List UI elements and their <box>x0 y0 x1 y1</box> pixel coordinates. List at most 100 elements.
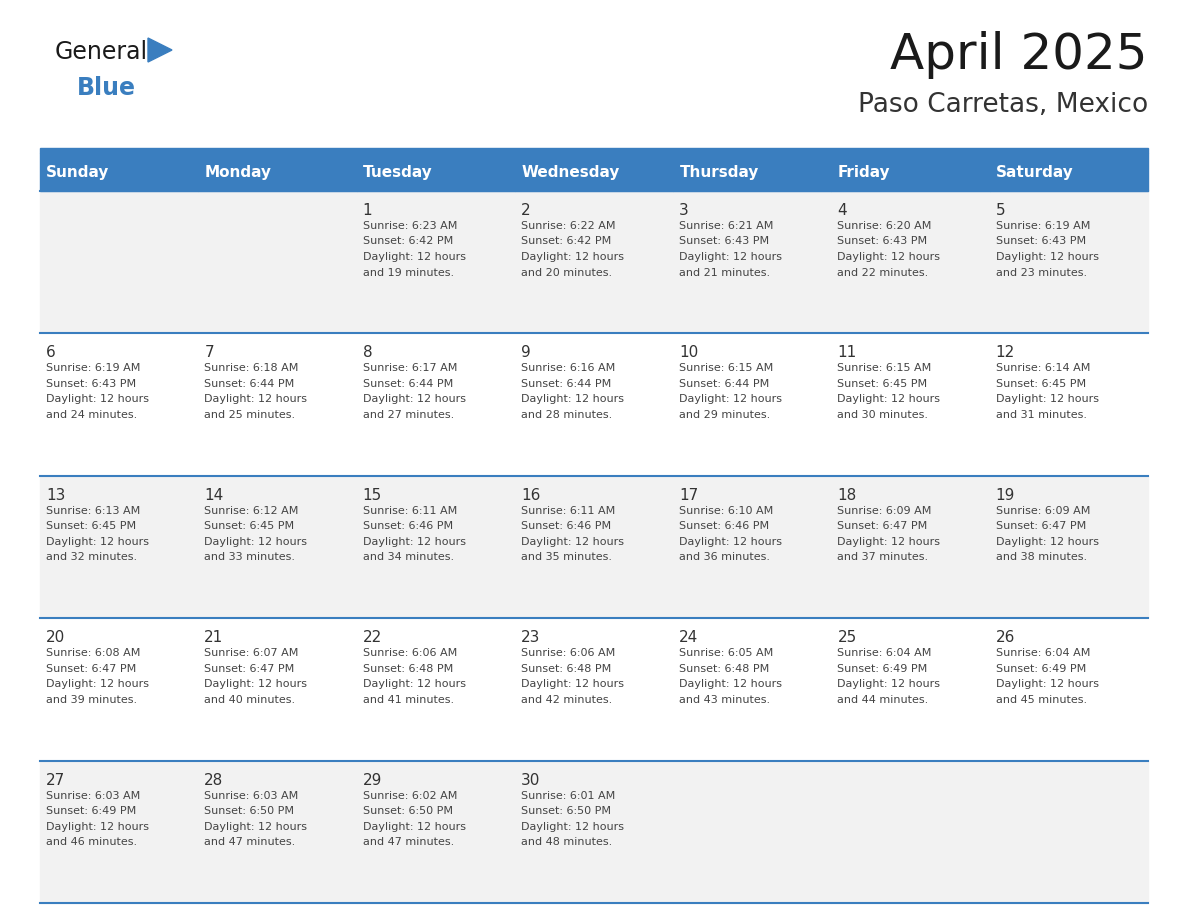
Text: Daylight: 12 hours: Daylight: 12 hours <box>520 822 624 832</box>
Text: Sunset: 6:47 PM: Sunset: 6:47 PM <box>838 521 928 532</box>
Bar <box>990 153 1148 191</box>
Bar <box>40 476 198 618</box>
Text: Daylight: 12 hours: Daylight: 12 hours <box>204 537 308 547</box>
Bar <box>356 476 514 618</box>
Text: and 37 minutes.: and 37 minutes. <box>838 553 929 563</box>
Text: Sunset: 6:49 PM: Sunset: 6:49 PM <box>996 664 1086 674</box>
Text: Sunrise: 6:13 AM: Sunrise: 6:13 AM <box>46 506 140 516</box>
Text: Sunrise: 6:18 AM: Sunrise: 6:18 AM <box>204 364 298 374</box>
Text: 28: 28 <box>204 773 223 788</box>
Text: 8: 8 <box>362 345 372 361</box>
Text: Daylight: 12 hours: Daylight: 12 hours <box>46 537 148 547</box>
Bar <box>832 333 990 476</box>
Text: and 47 minutes.: and 47 minutes. <box>362 837 454 847</box>
Text: Sunrise: 6:03 AM: Sunrise: 6:03 AM <box>204 790 298 800</box>
Text: Blue: Blue <box>77 76 135 100</box>
Text: Sunrise: 6:23 AM: Sunrise: 6:23 AM <box>362 221 457 231</box>
Text: Daylight: 12 hours: Daylight: 12 hours <box>46 679 148 689</box>
Text: Friday: Friday <box>838 164 890 180</box>
Text: Sunrise: 6:15 AM: Sunrise: 6:15 AM <box>838 364 931 374</box>
Text: Sunset: 6:43 PM: Sunset: 6:43 PM <box>996 237 1086 247</box>
Text: and 30 minutes.: and 30 minutes. <box>838 410 929 420</box>
Text: Daylight: 12 hours: Daylight: 12 hours <box>362 537 466 547</box>
Text: Sunset: 6:50 PM: Sunset: 6:50 PM <box>520 806 611 816</box>
Bar <box>356 761 514 903</box>
Bar <box>514 153 674 191</box>
Bar <box>514 618 674 761</box>
Text: Sunrise: 6:07 AM: Sunrise: 6:07 AM <box>204 648 298 658</box>
Text: Sunset: 6:47 PM: Sunset: 6:47 PM <box>204 664 295 674</box>
Text: 10: 10 <box>680 345 699 361</box>
Text: Sunset: 6:47 PM: Sunset: 6:47 PM <box>46 664 137 674</box>
Text: Sunrise: 6:21 AM: Sunrise: 6:21 AM <box>680 221 773 231</box>
Text: Daylight: 12 hours: Daylight: 12 hours <box>362 679 466 689</box>
Text: Sunrise: 6:01 AM: Sunrise: 6:01 AM <box>520 790 615 800</box>
Text: Monday: Monday <box>204 164 272 180</box>
Text: Daylight: 12 hours: Daylight: 12 hours <box>838 537 941 547</box>
Bar <box>40 333 198 476</box>
Text: April 2025: April 2025 <box>891 31 1148 79</box>
Bar <box>674 191 832 333</box>
Text: Sunset: 6:47 PM: Sunset: 6:47 PM <box>996 521 1086 532</box>
Text: and 45 minutes.: and 45 minutes. <box>996 695 1087 705</box>
Text: Daylight: 12 hours: Daylight: 12 hours <box>46 822 148 832</box>
Text: Daylight: 12 hours: Daylight: 12 hours <box>996 252 1099 262</box>
Text: Sunrise: 6:19 AM: Sunrise: 6:19 AM <box>996 221 1091 231</box>
Text: and 35 minutes.: and 35 minutes. <box>520 553 612 563</box>
Text: Daylight: 12 hours: Daylight: 12 hours <box>204 822 308 832</box>
Text: and 48 minutes.: and 48 minutes. <box>520 837 612 847</box>
Text: Sunset: 6:45 PM: Sunset: 6:45 PM <box>996 379 1086 389</box>
Text: Sunset: 6:43 PM: Sunset: 6:43 PM <box>680 237 770 247</box>
Bar <box>674 153 832 191</box>
Bar <box>356 333 514 476</box>
Text: Sunset: 6:48 PM: Sunset: 6:48 PM <box>680 664 770 674</box>
Bar <box>832 618 990 761</box>
Text: Daylight: 12 hours: Daylight: 12 hours <box>362 395 466 405</box>
Text: 20: 20 <box>46 630 65 645</box>
Bar <box>198 153 356 191</box>
Text: Daylight: 12 hours: Daylight: 12 hours <box>520 537 624 547</box>
Text: and 40 minutes.: and 40 minutes. <box>204 695 296 705</box>
Text: Sunrise: 6:04 AM: Sunrise: 6:04 AM <box>996 648 1091 658</box>
Text: and 42 minutes.: and 42 minutes. <box>520 695 612 705</box>
Text: Daylight: 12 hours: Daylight: 12 hours <box>680 679 782 689</box>
Bar <box>514 333 674 476</box>
Bar <box>832 476 990 618</box>
Text: 11: 11 <box>838 345 857 361</box>
Text: 23: 23 <box>520 630 541 645</box>
Text: Daylight: 12 hours: Daylight: 12 hours <box>362 822 466 832</box>
Text: Sunrise: 6:09 AM: Sunrise: 6:09 AM <box>996 506 1091 516</box>
Text: Sunrise: 6:14 AM: Sunrise: 6:14 AM <box>996 364 1091 374</box>
Text: 7: 7 <box>204 345 214 361</box>
Text: Sunset: 6:42 PM: Sunset: 6:42 PM <box>520 237 611 247</box>
Bar <box>356 191 514 333</box>
Bar <box>674 761 832 903</box>
Text: Sunset: 6:43 PM: Sunset: 6:43 PM <box>838 237 928 247</box>
Text: Sunrise: 6:09 AM: Sunrise: 6:09 AM <box>838 506 931 516</box>
Text: and 33 minutes.: and 33 minutes. <box>204 553 296 563</box>
Text: Thursday: Thursday <box>680 164 759 180</box>
Text: Daylight: 12 hours: Daylight: 12 hours <box>204 679 308 689</box>
Text: and 20 minutes.: and 20 minutes. <box>520 267 612 277</box>
Bar <box>832 761 990 903</box>
Bar <box>514 191 674 333</box>
Text: and 44 minutes.: and 44 minutes. <box>838 695 929 705</box>
Text: and 34 minutes.: and 34 minutes. <box>362 553 454 563</box>
Text: Sunrise: 6:02 AM: Sunrise: 6:02 AM <box>362 790 457 800</box>
Text: Sunset: 6:45 PM: Sunset: 6:45 PM <box>46 521 137 532</box>
Text: 12: 12 <box>996 345 1015 361</box>
Text: and 25 minutes.: and 25 minutes. <box>204 410 296 420</box>
Bar <box>674 333 832 476</box>
Text: and 19 minutes.: and 19 minutes. <box>362 267 454 277</box>
Text: General: General <box>55 40 148 64</box>
Bar <box>198 476 356 618</box>
Text: Sunset: 6:50 PM: Sunset: 6:50 PM <box>204 806 295 816</box>
Text: Sunset: 6:46 PM: Sunset: 6:46 PM <box>680 521 770 532</box>
Bar <box>198 618 356 761</box>
Bar <box>990 761 1148 903</box>
Polygon shape <box>148 38 172 62</box>
Bar <box>198 761 356 903</box>
Text: Wednesday: Wednesday <box>522 164 620 180</box>
Text: 16: 16 <box>520 487 541 503</box>
Text: Paso Carretas, Mexico: Paso Carretas, Mexico <box>858 92 1148 118</box>
